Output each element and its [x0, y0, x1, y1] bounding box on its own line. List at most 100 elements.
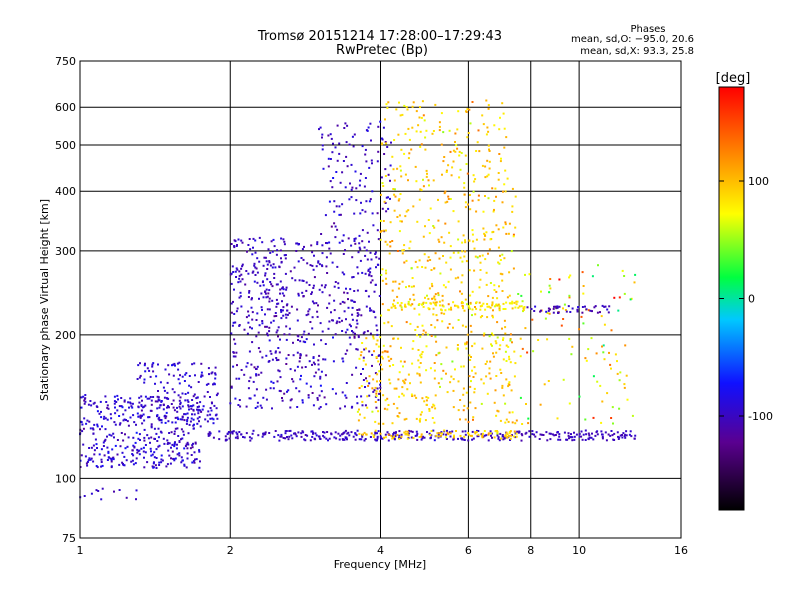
data-point — [301, 248, 304, 251]
data-point — [494, 389, 497, 392]
data-point — [404, 215, 407, 218]
data-point — [398, 437, 401, 440]
data-point — [356, 312, 359, 315]
data-point — [430, 335, 433, 337]
data-point — [431, 417, 434, 419]
data-point — [280, 317, 283, 320]
data-point — [469, 385, 472, 388]
data-point — [556, 431, 559, 433]
data-point — [120, 397, 123, 399]
data-point — [233, 246, 236, 249]
data-point — [235, 431, 238, 434]
data-point — [491, 187, 494, 190]
data-point — [330, 311, 332, 314]
data-point — [350, 196, 353, 199]
data-point — [371, 212, 374, 215]
data-point — [235, 276, 237, 278]
data-point — [422, 329, 425, 332]
data-point — [522, 309, 525, 311]
data-point — [207, 434, 210, 437]
data-point — [187, 405, 190, 408]
data-point — [90, 492, 93, 495]
data-point — [338, 213, 341, 216]
data-point — [433, 439, 436, 442]
data-point — [610, 367, 612, 370]
data-point — [501, 290, 504, 292]
data-point — [377, 430, 380, 433]
data-point — [456, 128, 459, 131]
data-point — [446, 326, 449, 329]
data-point — [398, 371, 401, 374]
data-point — [377, 263, 380, 266]
data-point — [492, 230, 495, 233]
data-point — [407, 300, 410, 303]
data-point — [385, 272, 388, 275]
data-point — [591, 310, 593, 313]
data-point — [393, 304, 396, 307]
data-point — [440, 363, 443, 366]
data-point — [428, 232, 431, 235]
data-point — [373, 389, 376, 392]
data-point — [248, 436, 251, 439]
data-point — [233, 355, 236, 358]
data-point — [564, 309, 567, 311]
data-point — [240, 305, 243, 308]
data-point — [442, 255, 444, 257]
data-point — [477, 430, 480, 432]
data-point — [390, 357, 393, 360]
data-point — [252, 246, 254, 249]
data-point — [327, 439, 329, 442]
data-point — [84, 455, 87, 458]
data-point — [394, 431, 397, 434]
data-point — [235, 310, 238, 313]
data-point — [143, 405, 146, 408]
data-point — [184, 413, 187, 416]
data-point — [130, 460, 133, 463]
data-point — [392, 188, 395, 190]
data-point — [239, 295, 242, 298]
data-point — [374, 253, 377, 255]
data-point — [384, 350, 387, 353]
data-point — [275, 253, 278, 256]
data-point — [236, 268, 239, 271]
data-point — [485, 283, 488, 286]
data-point — [247, 314, 250, 317]
data-point — [184, 399, 187, 402]
data-point — [358, 234, 361, 237]
data-point — [487, 130, 490, 133]
data-point — [371, 353, 374, 356]
data-point — [131, 453, 134, 455]
data-point — [199, 460, 201, 463]
data-point — [275, 331, 278, 334]
data-point — [321, 291, 324, 294]
data-point — [425, 399, 428, 402]
data-point — [302, 333, 305, 336]
data-point — [351, 330, 353, 332]
data-point — [462, 438, 465, 441]
data-point — [386, 146, 389, 148]
data-point — [377, 125, 380, 128]
data-point — [464, 418, 467, 421]
data-point — [563, 431, 566, 434]
data-point — [562, 307, 564, 310]
data-point — [305, 314, 308, 317]
data-point — [392, 303, 394, 306]
data-point — [257, 373, 260, 376]
data-point — [124, 409, 127, 412]
data-point — [321, 244, 324, 247]
data-point — [140, 404, 143, 407]
data-point — [501, 201, 504, 204]
data-point — [472, 190, 475, 193]
data-point — [376, 373, 379, 376]
data-point — [431, 406, 434, 409]
data-point — [311, 435, 314, 438]
data-point — [282, 314, 285, 317]
data-point — [362, 332, 365, 335]
data-point — [341, 300, 344, 303]
data-point — [361, 433, 364, 436]
data-point — [433, 421, 436, 424]
data-point — [470, 356, 472, 358]
data-point — [511, 205, 514, 208]
data-point — [346, 165, 349, 168]
data-point — [245, 316, 248, 319]
